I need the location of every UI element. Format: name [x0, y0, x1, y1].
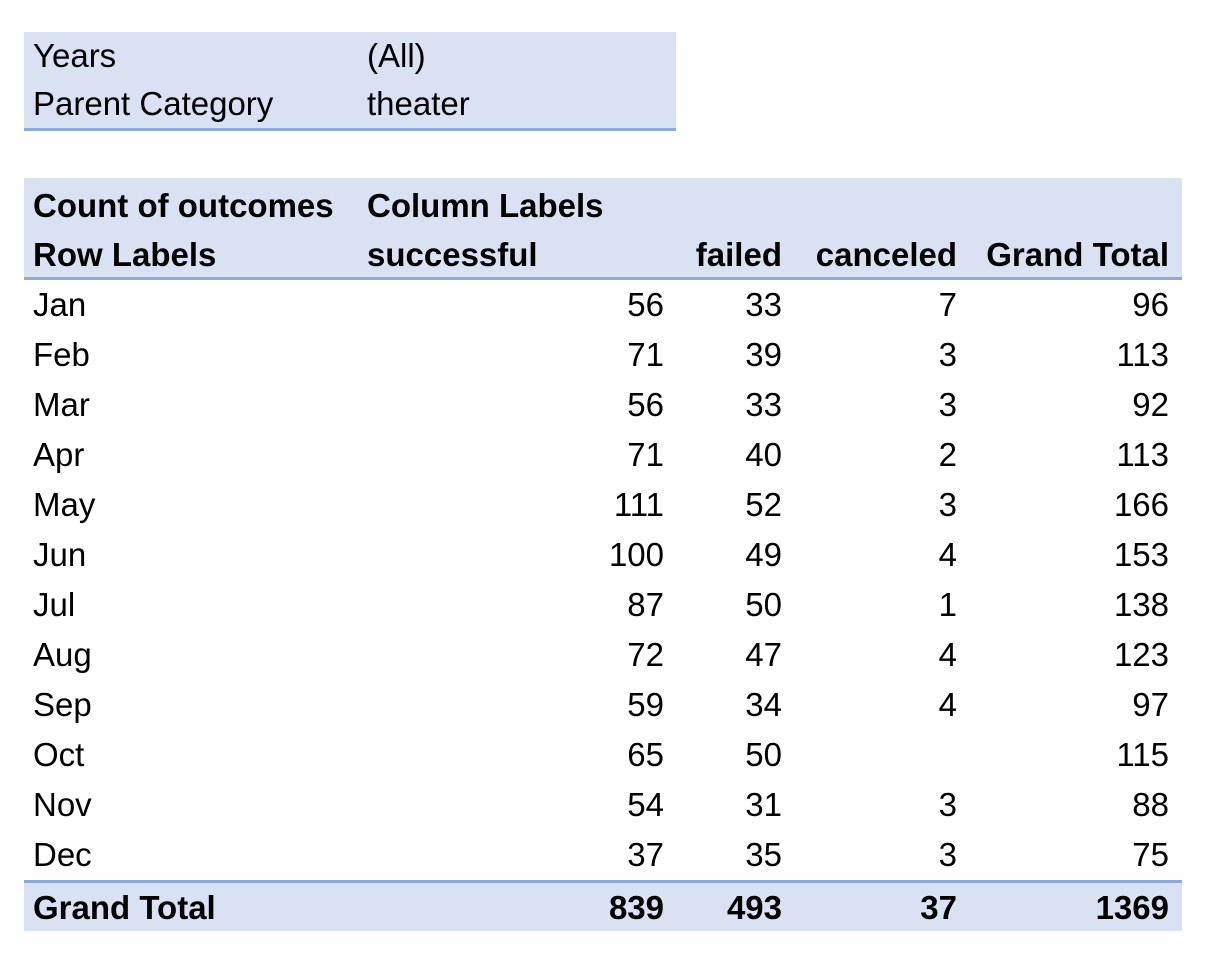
table-row[interactable]: Oct 65 50 115	[24, 730, 1182, 780]
cell-failed: 34	[745, 686, 782, 723]
row-label: Apr	[33, 436, 85, 473]
table-row[interactable]: Jun 100 49 4 153	[24, 530, 1182, 580]
cell-successful: 111	[613, 486, 664, 523]
table-row[interactable]: Aug 72 47 4 123	[24, 630, 1182, 680]
row-label: Jun	[33, 536, 87, 573]
cell-canceled: 3	[938, 836, 957, 873]
cell-grand-total: 166	[1113, 486, 1169, 523]
cell-failed: 49	[745, 536, 782, 573]
cell-canceled: 3	[938, 786, 957, 823]
row-label: Aug	[33, 636, 92, 673]
cell-failed: 33	[745, 286, 782, 323]
cell-canceled: 1	[938, 586, 957, 623]
cell-canceled: 3	[938, 486, 957, 523]
row-label: Dec	[33, 836, 92, 873]
value-field-label[interactable]: Count of outcomes	[33, 187, 334, 224]
cell-canceled: 4	[938, 536, 957, 573]
row-label: Jan	[33, 286, 87, 323]
grand-total-label: Grand Total	[33, 889, 216, 926]
cell-grand-total: 88	[1132, 786, 1169, 823]
cell-failed: 50	[745, 586, 782, 623]
table-row[interactable]: Mar 56 33 3 92	[24, 380, 1182, 430]
cell-successful: 72	[627, 636, 664, 673]
cell-canceled: 3	[938, 336, 957, 373]
grand-total-overall: 1369	[1095, 889, 1169, 926]
cell-successful: 56	[627, 386, 664, 423]
row-label: Feb	[33, 336, 90, 373]
table-row[interactable]: Jan 56 33 7 96	[24, 280, 1182, 330]
grand-total-failed: 493	[726, 889, 782, 926]
column-header-failed[interactable]: failed	[695, 236, 782, 273]
table-row[interactable]: Sep 59 34 4 97	[24, 680, 1182, 730]
cell-grand-total: 123	[1113, 636, 1169, 673]
cell-canceled: 7	[938, 286, 957, 323]
cell-grand-total: 113	[1116, 336, 1169, 373]
column-labels-header[interactable]: Column Labels	[367, 187, 604, 224]
cell-failed: 35	[745, 836, 782, 873]
cell-grand-total: 97	[1132, 686, 1169, 723]
table-row[interactable]: Feb 71 39 3 113	[24, 330, 1182, 380]
table-row[interactable]: May 111 52 3 166	[24, 480, 1182, 530]
cell-failed: 33	[745, 386, 782, 423]
cell-failed: 39	[745, 336, 782, 373]
table-row[interactable]: Apr 71 40 2 113	[24, 430, 1182, 480]
cell-failed: 31	[745, 786, 782, 823]
row-label: Jul	[33, 586, 76, 623]
grand-total-row[interactable]: Grand Total 839 493 37 1369	[24, 880, 1182, 931]
cell-successful: 56	[627, 286, 664, 323]
column-header-successful[interactable]: successful	[367, 236, 538, 273]
row-label: Mar	[33, 386, 90, 423]
row-label: Oct	[33, 736, 85, 773]
cell-canceled: 4	[938, 686, 957, 723]
cell-successful: 87	[627, 586, 664, 623]
table-row[interactable]: Nov 54 31 3 88	[24, 780, 1182, 830]
cell-failed: 52	[745, 486, 782, 523]
filter-label-years: Years	[33, 37, 117, 74]
grand-total-canceled: 37	[920, 889, 957, 926]
column-header-grand-total[interactable]: Grand Total	[986, 236, 1169, 273]
cell-failed: 40	[745, 436, 782, 473]
cell-successful: 37	[627, 836, 664, 873]
filter-label-parent-category: Parent Category	[33, 85, 274, 122]
cell-canceled: 4	[938, 636, 957, 673]
filter-row-years[interactable]: Years (All)	[24, 32, 676, 80]
cell-grand-total: 75	[1132, 836, 1169, 873]
cell-canceled: 2	[938, 436, 957, 473]
row-label: Nov	[33, 786, 92, 823]
pivot-table: Count of outcomes Column Labels Row Labe…	[24, 178, 1182, 931]
cell-failed: 47	[745, 636, 782, 673]
cell-successful: 54	[627, 786, 664, 823]
filter-value-parent-category[interactable]: theater	[367, 85, 470, 122]
cell-failed: 50	[745, 736, 782, 773]
cell-successful: 65	[627, 736, 664, 773]
cell-grand-total: 138	[1113, 586, 1169, 623]
cell-successful: 100	[608, 536, 664, 573]
cell-grand-total: 113	[1116, 436, 1169, 473]
cell-successful: 71	[627, 436, 664, 473]
table-row[interactable]: Jul 87 50 1 138	[24, 580, 1182, 630]
cell-successful: 71	[627, 336, 664, 373]
cell-grand-total: 96	[1132, 286, 1169, 323]
cell-grand-total: 115	[1116, 736, 1169, 773]
row-label: Sep	[33, 686, 92, 723]
grand-total-successful: 839	[608, 889, 664, 926]
column-header-canceled[interactable]: canceled	[815, 236, 957, 273]
cell-grand-total: 153	[1113, 536, 1169, 573]
cell-grand-total: 92	[1132, 386, 1169, 423]
filter-value-years[interactable]: (All)	[367, 37, 426, 74]
row-labels-header[interactable]: Row Labels	[33, 236, 217, 273]
row-label: May	[33, 486, 96, 523]
cell-successful: 59	[627, 686, 664, 723]
report-filter-area: Years (All) Parent Category theater	[24, 32, 676, 131]
cell-canceled: 3	[938, 386, 957, 423]
table-row[interactable]: Dec 37 35 3 75	[24, 830, 1182, 880]
filter-row-parent-category[interactable]: Parent Category theater	[24, 80, 676, 128]
pivot-body: Jan 56 33 7 96 Feb 71 39 3 113 Mar 56 33…	[24, 280, 1182, 880]
pivot-header: Count of outcomes Column Labels Row Labe…	[24, 178, 1182, 280]
